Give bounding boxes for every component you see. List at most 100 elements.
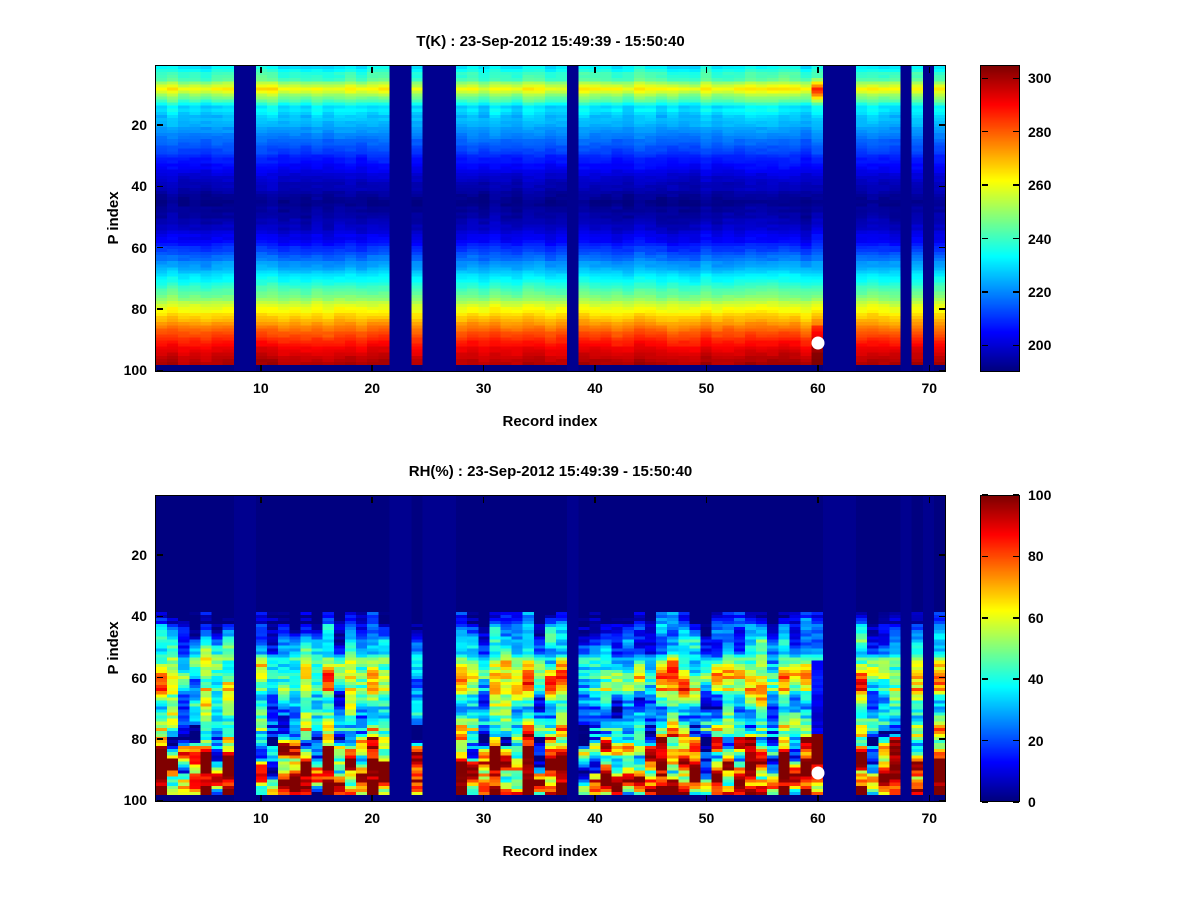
- humidity-xtick: [371, 794, 373, 801]
- humidity-xtick: [928, 794, 931, 801]
- humidity-selected-record-marker[interactable]: [811, 766, 825, 780]
- humidity-colorbar-ticklabel: 60: [1028, 609, 1044, 626]
- temperature-xtick: [482, 364, 485, 371]
- humidity-yticklabel: 20: [131, 546, 147, 563]
- temperature-xtick: [260, 66, 262, 73]
- temperature-xtick: [705, 364, 708, 371]
- humidity-xtick: [594, 794, 596, 801]
- temperature-colorbar-tick: [1012, 291, 1019, 293]
- humidity-xtick: [817, 496, 819, 503]
- temperature-colorbar-tick: [981, 237, 988, 240]
- humidity-colorbar-tick: [981, 739, 988, 742]
- humidity-yticklabel: 100: [123, 792, 147, 809]
- humidity-xtick: [594, 496, 596, 503]
- humidity-xticklabel: 50: [698, 810, 715, 826]
- temperature-xtick: [482, 66, 485, 73]
- humidity-xtick: [371, 496, 373, 503]
- humidity-colorbar-tick: [981, 678, 988, 680]
- temperature-yticklabel: 60: [131, 239, 147, 256]
- temperature-ytick: [156, 308, 163, 310]
- humidity-xticklabel: 40: [587, 810, 603, 826]
- temperature-colorbar-ticklabel: 280: [1028, 123, 1052, 140]
- temperature-colorbar-tick: [981, 291, 988, 293]
- temperature-ytick: [938, 246, 945, 249]
- humidity-xtick: [705, 794, 708, 801]
- humidity-ytick: [938, 676, 945, 679]
- temperature-xtick: [928, 66, 931, 73]
- humidity-xticklabel: 70: [921, 810, 938, 826]
- temperature-xticklabel: 20: [364, 380, 381, 396]
- humidity-ytick: [938, 554, 945, 556]
- humidity-colorbar-tick: [1012, 494, 1019, 496]
- humidity-xaxis-label: Record index: [502, 843, 598, 860]
- temperature-colorbar[interactable]: [980, 65, 1020, 372]
- temperature-xaxis-label: Record index: [502, 413, 598, 430]
- temperature-ytick: [156, 369, 163, 372]
- temperature-xticklabel: 30: [475, 380, 492, 396]
- humidity-ytick: [156, 738, 163, 740]
- temperature-colorbar-tick: [1012, 344, 1019, 347]
- humidity-colorbar-tick: [981, 617, 988, 619]
- humidity-xticklabel: 10: [253, 810, 269, 826]
- temperature-xtick: [817, 66, 819, 73]
- humidity-xtick: [260, 496, 262, 503]
- temperature-colorbar-tick: [1012, 184, 1019, 186]
- temperature-xticklabel: 40: [587, 380, 603, 396]
- temperature-xtick: [817, 364, 819, 371]
- humidity-xtick: [482, 496, 485, 503]
- humidity-ytick: [156, 799, 163, 802]
- temperature-colorbar-tick: [1012, 77, 1019, 80]
- humidity-colorbar-ticklabel: 80: [1028, 548, 1044, 565]
- humidity-colorbar-tick: [1012, 617, 1019, 619]
- temperature-xtick: [371, 66, 373, 73]
- humidity-yticklabel: 80: [131, 731, 147, 748]
- temperature-xticklabel: 60: [810, 380, 826, 396]
- temperature-heatmap-axes[interactable]: [155, 65, 946, 372]
- temperature-panel-title: T(K) : 23-Sep-2012 15:49:39 - 15:50:40: [416, 33, 685, 50]
- humidity-panel-title: RH(%) : 23-Sep-2012 15:49:39 - 15:50:40: [408, 463, 693, 480]
- humidity-colorbar-tick: [981, 801, 988, 803]
- temperature-xtick: [594, 364, 596, 371]
- temperature-ytick: [938, 308, 945, 310]
- temperature-yticklabel: 40: [131, 178, 147, 195]
- temperature-colorbar-tick: [981, 184, 988, 186]
- humidity-colorbar-ticklabel: 20: [1028, 732, 1044, 749]
- humidity-xtick: [705, 496, 708, 503]
- humidity-xtick: [928, 496, 931, 503]
- humidity-xtick: [260, 794, 262, 801]
- temperature-ytick: [156, 185, 163, 187]
- humidity-xticklabel: 20: [364, 810, 381, 826]
- temperature-yticklabel: 100: [123, 362, 147, 379]
- humidity-colorbar-tick: [1012, 739, 1019, 742]
- temperature-colorbar-tick: [1012, 130, 1019, 133]
- temperature-colorbar-ticklabel: 260: [1028, 177, 1052, 194]
- temperature-xtick: [594, 66, 596, 73]
- humidity-xticklabel: 60: [810, 810, 826, 826]
- temperature-ytick: [938, 185, 945, 187]
- humidity-heatmap-axes[interactable]: [155, 495, 946, 802]
- humidity-colorbar-tick: [981, 555, 988, 558]
- humidity-colorbar-ticklabel: 0: [1028, 794, 1036, 810]
- temperature-yticklabel: 80: [131, 301, 147, 318]
- temperature-colorbar-tick: [981, 344, 988, 347]
- temperature-ytick: [938, 369, 945, 372]
- humidity-ytick: [938, 799, 945, 802]
- temperature-xticklabel: 70: [921, 380, 938, 396]
- temperature-yticklabel: 20: [131, 116, 147, 133]
- temperature-panel: T(K) : 23-Sep-2012 15:49:39 - 15:50:40 R…: [105, 33, 1052, 430]
- temperature-colorbar-ticklabel: 300: [1028, 70, 1052, 87]
- humidity-yticklabel: 60: [131, 669, 147, 686]
- humidity-xtick: [817, 794, 819, 801]
- temperature-ytick: [156, 246, 163, 249]
- temperature-selected-record-marker[interactable]: [811, 336, 825, 350]
- temperature-colorbar-tick: [981, 77, 988, 80]
- humidity-colorbar-tick: [981, 494, 988, 496]
- humidity-colorbar-tick: [1012, 678, 1019, 680]
- temperature-colorbar-ticklabel: 240: [1028, 230, 1052, 247]
- humidity-ytick: [938, 615, 945, 617]
- temperature-xtick: [371, 364, 373, 371]
- humidity-colorbar[interactable]: [980, 495, 1020, 802]
- humidity-xtick: [482, 794, 485, 801]
- temperature-colorbar-ticklabel: 200: [1028, 337, 1052, 354]
